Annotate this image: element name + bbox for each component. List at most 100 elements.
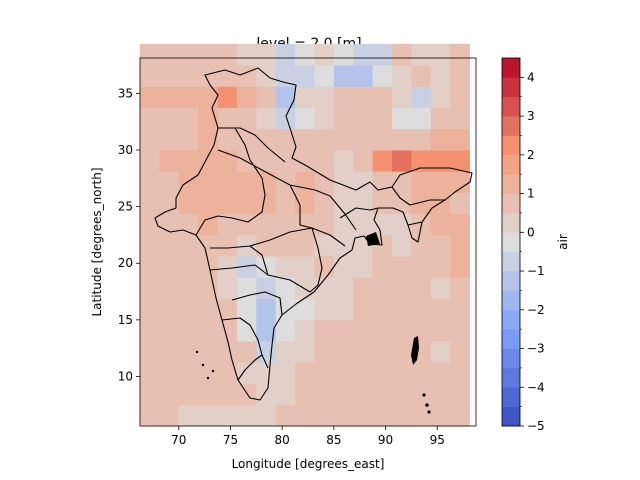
heatmap-cell [372, 107, 393, 130]
heatmap-cell [372, 171, 393, 193]
heatmap-cell [159, 107, 180, 130]
heatmap-cell [140, 234, 160, 257]
heatmap-cell [198, 192, 218, 215]
y-tick-label: 30 [118, 143, 133, 157]
heatmap-cell [275, 107, 296, 130]
x-tick-label: 90 [378, 433, 393, 447]
heatmap-cell [256, 65, 277, 87]
state-border [217, 149, 357, 231]
heatmap-cell [140, 298, 160, 321]
heatmap-cell [314, 171, 335, 193]
heatmap-cell [333, 150, 354, 172]
colorbar-segment [502, 251, 520, 272]
heatmap-cell [178, 256, 199, 278]
heatmap-cell [450, 383, 470, 406]
heatmap-cell [450, 65, 470, 87]
heatmap-cell [353, 298, 374, 321]
heatmap-cell [178, 192, 199, 215]
colorbar-segment [502, 348, 520, 369]
heatmap-cell [430, 298, 451, 321]
heatmap-cell [353, 256, 374, 278]
heatmap-cell [140, 171, 160, 193]
heatmap-cell [333, 213, 354, 236]
heatmap-cell [159, 319, 180, 342]
heatmap-cell [392, 256, 412, 278]
heatmap-cell [217, 43, 238, 66]
state-border [249, 245, 269, 276]
heatmap-cell [411, 65, 432, 87]
heatmap-cell [450, 234, 470, 257]
heatmap-cell [392, 192, 412, 215]
heatmap-cell [178, 319, 199, 342]
y-tick-label: 35 [118, 86, 133, 100]
heatmap-cell [430, 383, 451, 406]
heatmap-cell [430, 107, 451, 130]
y-axis: 10 15 20 25 30 35 [118, 86, 140, 383]
plot-area [139, 43, 477, 427]
heatmap-cell [372, 362, 393, 384]
colorbar-segment [502, 271, 520, 291]
colorbar-tick-label: −4 [527, 380, 545, 394]
colorbar-segment [502, 367, 520, 388]
heatmap-cell [450, 150, 470, 172]
colorbar-segment [502, 96, 520, 117]
heatmap-cell [314, 383, 335, 406]
plot-frame [139, 57, 477, 427]
heatmap-cell [333, 404, 354, 427]
heatmap-cell [314, 107, 335, 130]
heatmap-cell [236, 43, 257, 66]
heatmap-cell [217, 234, 238, 257]
heatmap-cell [392, 319, 412, 342]
heatmap-cell [411, 192, 432, 215]
heatmap-cell [256, 383, 277, 406]
heatmap-cell [450, 213, 470, 236]
heatmap-cell [295, 277, 315, 300]
colorbar-tick-label: −1 [527, 264, 545, 278]
heatmap-cell [392, 171, 412, 193]
heatmap-cell [236, 128, 257, 151]
colorbar-segment [502, 77, 520, 98]
heatmap-cell [236, 86, 257, 108]
heatmap-cell [392, 150, 412, 172]
state-border [391, 186, 445, 206]
heatmap-cell [314, 362, 335, 384]
heatmap-cell [198, 171, 218, 193]
colorbar-tick-label: 2 [527, 148, 535, 162]
heatmap-cell [159, 171, 180, 193]
heatmap-cell [372, 319, 393, 342]
state-border [195, 127, 266, 236]
heatmap-cell [275, 65, 296, 87]
heatmap-cell [159, 65, 180, 87]
heatmap-cell [178, 383, 199, 406]
heatmap-cell [372, 213, 393, 236]
heatmap-cell [411, 319, 432, 342]
colorbar-segment [502, 309, 520, 330]
heatmap-cell [430, 65, 451, 87]
heatmap-cell [140, 128, 160, 151]
country-border [154, 67, 473, 401]
heatmap-cell [333, 128, 354, 151]
heatmap-cell [392, 404, 412, 427]
heatmap-cell [353, 171, 374, 193]
heatmap-cell [217, 213, 238, 236]
heatmap-cell [430, 213, 451, 236]
heatmap-cell [314, 298, 335, 321]
heatmap-cell [295, 234, 315, 257]
andaman-islands [411, 336, 419, 365]
heatmap-cell [430, 86, 451, 108]
heatmap-cell [333, 319, 354, 342]
heatmap-cell [217, 107, 238, 130]
islands [195, 232, 431, 414]
heatmap-cell [314, 86, 335, 108]
heatmap-cell [295, 362, 315, 384]
heatmap-cell [314, 150, 335, 172]
heatmap-cell [275, 383, 296, 406]
heatmap-cell [275, 298, 296, 321]
heatmap-cell [236, 404, 257, 427]
state-border [339, 207, 379, 219]
heatmap-cell [333, 65, 354, 87]
heatmap-cell [178, 128, 199, 151]
heatmap-cell [217, 362, 238, 384]
nicobar-island [422, 393, 426, 397]
heatmap-cell [333, 43, 354, 66]
